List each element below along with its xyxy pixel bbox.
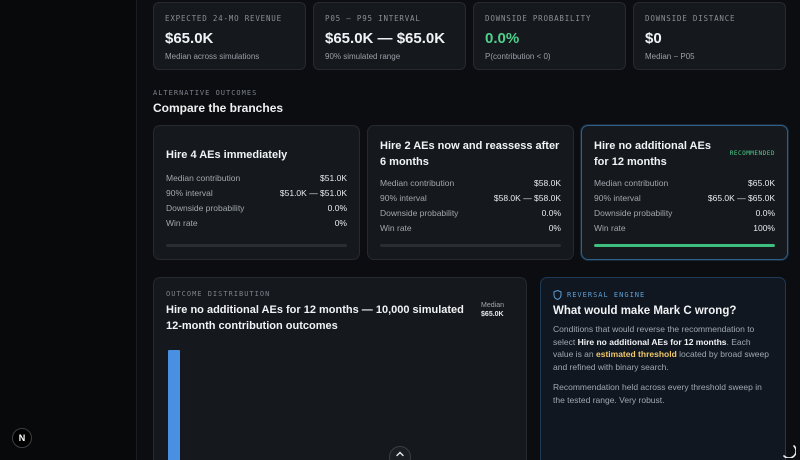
branch-row: Hire 4 AEs immediately Median contributi… <box>153 125 788 260</box>
histogram-bar <box>168 350 180 460</box>
stat-card-downside-prob: DOWNSIDE PROBABILITY 0.0% P(contribution… <box>473 2 626 70</box>
win-rate-bar <box>594 244 775 247</box>
stat-value: $65.0K <box>165 30 214 47</box>
branch-card-hire-2[interactable]: Hire 2 AEs now and reassess after 6 mont… <box>367 125 574 260</box>
stat-value: 0.0% <box>485 30 520 47</box>
histogram <box>168 350 180 460</box>
metric-label: 90% interval <box>594 193 641 203</box>
branch-card-hire-none[interactable]: Hire no additional AEs for 12 months REC… <box>581 125 788 260</box>
metric-label: 90% interval <box>166 188 213 198</box>
metric-value: 0% <box>548 223 561 233</box>
reversal-highlight: estimated threshold <box>596 349 677 359</box>
win-rate-bar <box>380 244 561 247</box>
reversal-description: Conditions that would reverse the recomm… <box>553 323 773 373</box>
stat-label: P05 – P95 INTERVAL <box>325 14 421 23</box>
stat-label: EXPECTED 24-MO REVENUE <box>165 14 282 23</box>
stat-label: DOWNSIDE DISTANCE <box>645 14 736 23</box>
reversal-text: . Each value is an <box>553 336 751 360</box>
metric-value: 0.0% <box>327 203 347 213</box>
stat-sub: Median − P05 <box>645 52 695 61</box>
stat-sub: 90% simulated range <box>325 52 401 61</box>
median-value: $65.0K <box>481 311 504 318</box>
reversal-text: Conditions that would reverse the recomm… <box>553 324 755 347</box>
stat-card-downside-distance: DOWNSIDE DISTANCE $0 Median − P05 <box>633 2 786 70</box>
stat-value: $0 <box>645 30 662 47</box>
alternatives-eyebrow: ALTERNATIVE OUTCOMES <box>153 89 258 97</box>
metric-value: 0.0% <box>755 208 775 218</box>
metric-label: Median contribution <box>166 173 241 183</box>
metric-value: $58.0K — $58.0K <box>493 193 561 203</box>
loading-spinner-icon <box>783 445 796 458</box>
stat-sub: P(contribution < 0) <box>485 52 551 61</box>
metric-value: 0.0% <box>541 208 561 218</box>
metric-value: 0% <box>334 218 347 228</box>
reversal-card: REVERSAL ENGINE What would make Mark C w… <box>540 277 786 460</box>
metric-value: $65.0K <box>748 178 775 188</box>
metric-value: $51.0K — $51.0K <box>279 188 347 198</box>
alternatives-title: Compare the branches <box>153 101 284 115</box>
reversal-eyebrow: REVERSAL ENGINE <box>567 291 646 299</box>
metric-label: Downside probability <box>380 208 459 218</box>
metric-label: Median contribution <box>380 178 455 188</box>
left-rail <box>0 0 137 460</box>
reversal-title: What would make Mark C wrong? <box>553 305 737 317</box>
reversal-option: Hire no additional AEs for 12 months <box>577 336 727 347</box>
metric-label: Median contribution <box>594 178 669 188</box>
distribution-card: OUTCOME DISTRIBUTION Hire no additional … <box>153 277 527 460</box>
scroll-up-button[interactable] <box>389 446 411 460</box>
stat-row: EXPECTED 24-MO REVENUE $65.0K Median acr… <box>153 2 786 70</box>
stat-card-interval: P05 – P95 INTERVAL $65.0K — $65.0K 90% s… <box>313 2 466 70</box>
median-readout: Median $65.0K <box>481 302 504 334</box>
metric-value: $65.0K — $65.0K <box>707 193 775 203</box>
metric-label: 90% interval <box>380 193 427 203</box>
win-rate-bar-fill <box>594 244 775 247</box>
stat-value: $65.0K — $65.0K <box>325 30 446 47</box>
metric-value: $58.0K <box>534 178 561 188</box>
distribution-title: Hire no additional AEs for 12 months — 1… <box>166 304 464 332</box>
recommended-badge: RECOMMENDED <box>729 150 775 157</box>
metric-value: 100% <box>753 223 775 233</box>
stat-sub: Median across simulations <box>165 52 260 61</box>
shield-icon <box>553 290 562 300</box>
reversal-text: located by broad sweep and refined with … <box>553 349 769 372</box>
median-label: Median <box>481 302 504 309</box>
branch-title: Hire no additional AEs for 12 months <box>594 140 711 168</box>
stat-card-revenue: EXPECTED 24-MO REVENUE $65.0K Median acr… <box>153 2 306 70</box>
metric-label: Downside probability <box>166 203 245 213</box>
dev-badge-icon[interactable]: N <box>12 428 32 448</box>
metric-label: Win rate <box>166 218 198 228</box>
branch-card-hire-4[interactable]: Hire 4 AEs immediately Median contributi… <box>153 125 360 260</box>
distribution-eyebrow: OUTCOME DISTRIBUTION <box>166 290 271 298</box>
win-rate-bar <box>166 244 347 247</box>
chevron-up-icon <box>396 451 404 457</box>
branch-title: Hire 4 AEs immediately <box>166 149 288 161</box>
metric-label: Downside probability <box>594 208 673 218</box>
reversal-result: Recommendation held across every thresho… <box>553 382 762 405</box>
metric-value: $51.0K <box>320 173 347 183</box>
branch-title: Hire 2 AEs now and reassess after 6 mont… <box>380 140 560 168</box>
metric-label: Win rate <box>594 223 626 233</box>
metric-label: Win rate <box>380 223 412 233</box>
stat-label: DOWNSIDE PROBABILITY <box>485 14 592 23</box>
